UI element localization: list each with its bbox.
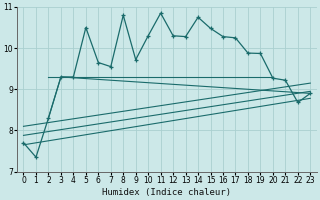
X-axis label: Humidex (Indice chaleur): Humidex (Indice chaleur)	[102, 188, 231, 197]
